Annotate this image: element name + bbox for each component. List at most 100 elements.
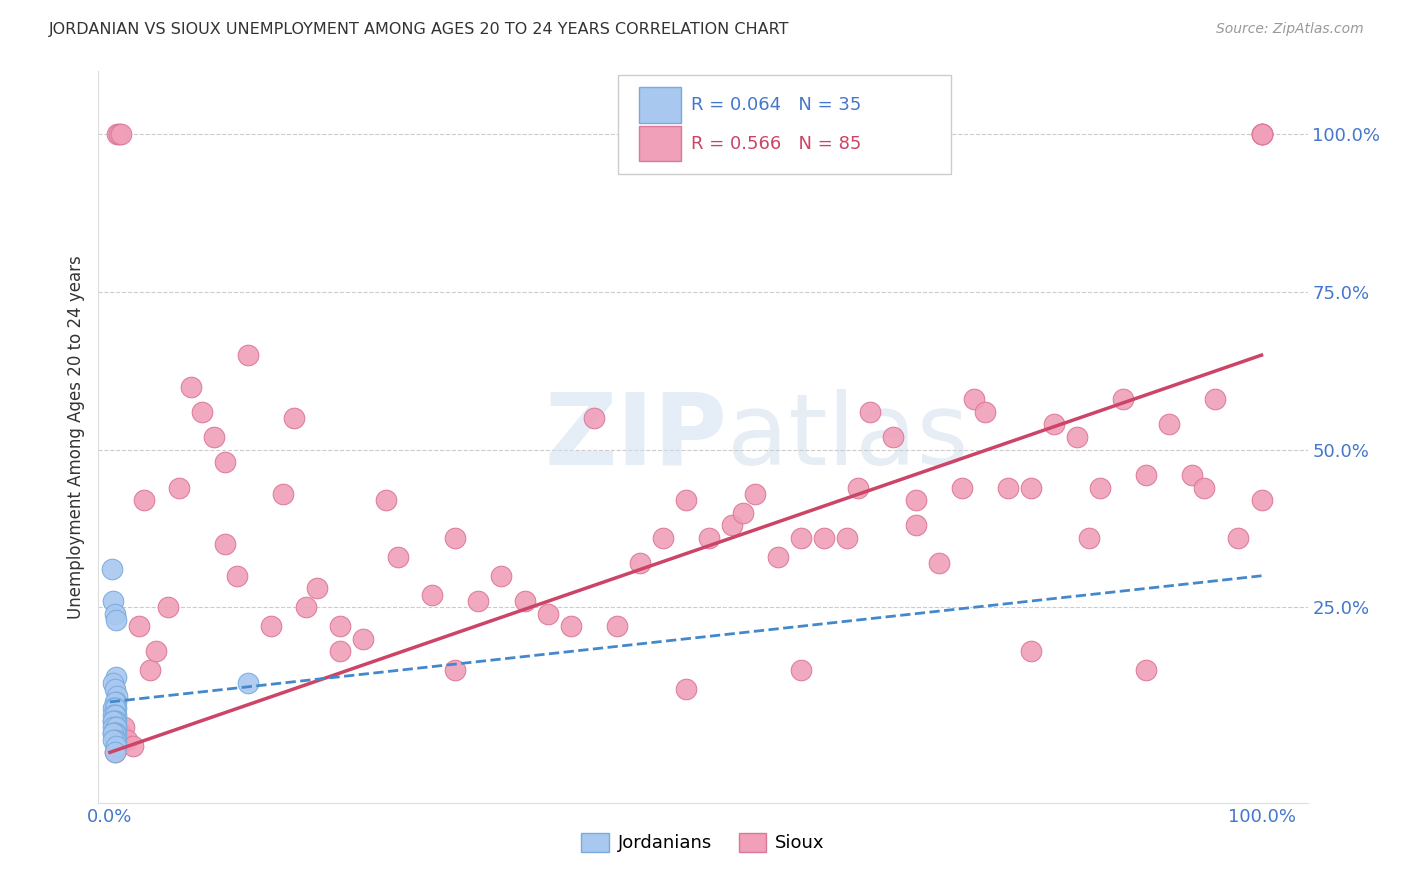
Point <box>513 594 536 608</box>
Point <box>294 600 316 615</box>
Point <box>1250 128 1272 142</box>
Point <box>112 720 135 734</box>
Point <box>103 726 125 740</box>
Point <box>582 411 605 425</box>
Point <box>962 392 984 407</box>
Point <box>1227 531 1250 545</box>
Point <box>103 607 125 621</box>
FancyBboxPatch shape <box>638 87 682 122</box>
Point <box>103 701 125 715</box>
Point <box>1250 493 1272 508</box>
Point <box>283 411 305 425</box>
Point <box>236 676 259 690</box>
Point <box>110 128 132 142</box>
Legend: Jordanians, Sioux: Jordanians, Sioux <box>574 826 832 860</box>
Point <box>1250 128 1272 142</box>
Point <box>103 732 125 747</box>
Point <box>491 569 513 583</box>
Point <box>444 664 467 678</box>
Point <box>139 664 162 678</box>
Point <box>422 588 444 602</box>
Point <box>103 707 125 722</box>
Point <box>733 506 755 520</box>
Point <box>145 644 167 658</box>
Point <box>134 493 156 508</box>
Text: R = 0.566   N = 85: R = 0.566 N = 85 <box>690 135 862 153</box>
Point <box>214 537 236 551</box>
Point <box>1112 392 1135 407</box>
Point <box>108 128 131 142</box>
Point <box>848 481 870 495</box>
Point <box>1019 644 1042 658</box>
Point <box>191 405 214 419</box>
Point <box>103 714 125 728</box>
Point <box>1043 417 1066 432</box>
Point <box>103 714 125 728</box>
Point <box>1090 481 1112 495</box>
Point <box>236 348 259 362</box>
Point <box>1192 481 1215 495</box>
Text: ZIP: ZIP <box>544 389 727 485</box>
Point <box>103 732 125 747</box>
Point <box>928 556 950 570</box>
Point <box>104 720 127 734</box>
Point <box>1159 417 1181 432</box>
Point <box>104 732 127 747</box>
Point <box>103 714 125 728</box>
Point <box>103 701 125 715</box>
Point <box>651 531 673 545</box>
Point <box>122 739 145 753</box>
Point <box>167 481 190 495</box>
Point <box>105 128 128 142</box>
Point <box>103 745 125 759</box>
Point <box>1066 430 1088 444</box>
Point <box>103 720 125 734</box>
Point <box>103 726 125 740</box>
Point <box>560 619 582 633</box>
Point <box>329 644 352 658</box>
Point <box>180 379 202 393</box>
Point <box>104 695 127 709</box>
Point <box>905 518 928 533</box>
Point <box>720 518 742 533</box>
Point <box>675 493 697 508</box>
Point <box>103 745 125 759</box>
Point <box>628 556 651 570</box>
Point <box>115 732 138 747</box>
Text: R = 0.064   N = 35: R = 0.064 N = 35 <box>690 96 862 114</box>
Point <box>329 619 352 633</box>
Point <box>467 594 489 608</box>
Point <box>790 531 813 545</box>
Point <box>103 726 125 740</box>
Point <box>128 619 150 633</box>
Point <box>104 720 127 734</box>
Point <box>103 676 125 690</box>
Point <box>606 619 628 633</box>
Point <box>882 430 904 444</box>
Point <box>536 607 558 621</box>
Point <box>859 405 882 419</box>
Point <box>103 594 125 608</box>
Point <box>974 405 997 419</box>
Point <box>101 562 124 576</box>
Point <box>744 487 766 501</box>
Text: Source: ZipAtlas.com: Source: ZipAtlas.com <box>1216 22 1364 37</box>
Point <box>103 695 125 709</box>
Point <box>104 707 127 722</box>
Point <box>110 726 132 740</box>
FancyBboxPatch shape <box>619 75 950 174</box>
Point <box>1250 128 1272 142</box>
Point <box>835 531 858 545</box>
Point <box>1181 467 1204 482</box>
Point <box>103 707 125 722</box>
Point <box>103 726 125 740</box>
Point <box>104 739 127 753</box>
Point <box>1019 481 1042 495</box>
Point <box>104 726 127 740</box>
Point <box>444 531 467 545</box>
Point <box>790 664 813 678</box>
Point <box>997 481 1019 495</box>
Point <box>225 569 247 583</box>
Point <box>950 481 973 495</box>
Point <box>214 455 236 469</box>
